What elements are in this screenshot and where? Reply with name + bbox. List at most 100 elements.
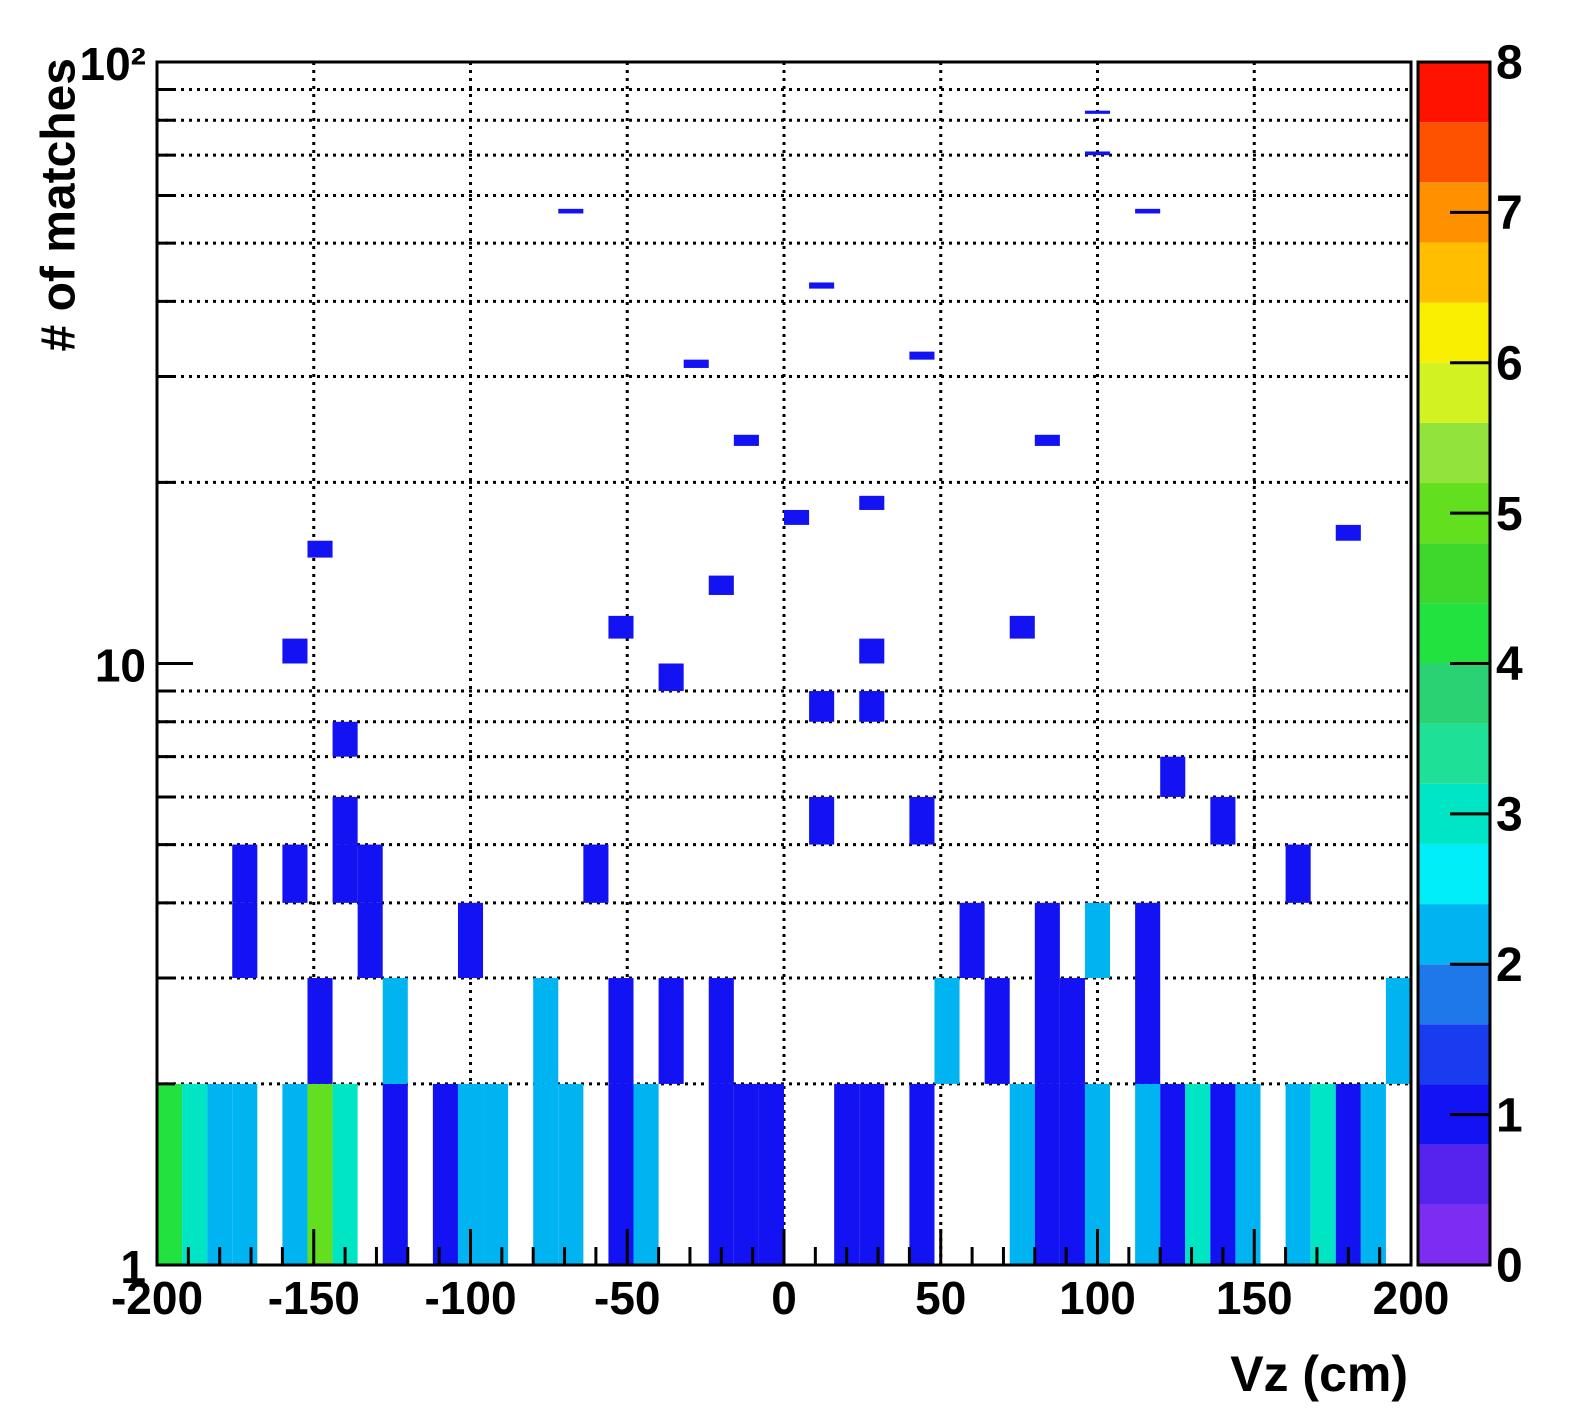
colorbar-swatch bbox=[1418, 723, 1490, 784]
cell bbox=[733, 434, 759, 446]
cell bbox=[558, 1083, 584, 1265]
cell bbox=[859, 638, 885, 664]
cell bbox=[307, 1083, 333, 1265]
cell bbox=[1210, 1083, 1236, 1265]
cell bbox=[232, 844, 258, 903]
cell bbox=[533, 978, 559, 1084]
cell bbox=[859, 691, 885, 722]
cell bbox=[1235, 1083, 1261, 1265]
cell bbox=[758, 1083, 784, 1265]
cell bbox=[708, 978, 734, 1084]
cell bbox=[232, 1083, 258, 1265]
cell bbox=[608, 615, 634, 639]
cell bbox=[1285, 1083, 1311, 1265]
cell bbox=[1084, 902, 1111, 979]
cell bbox=[182, 1083, 208, 1265]
cell bbox=[282, 638, 308, 664]
colorbar-swatch bbox=[1418, 603, 1490, 664]
colorbar-swatch bbox=[1418, 904, 1490, 965]
cell bbox=[282, 1083, 308, 1265]
cell bbox=[1059, 1083, 1085, 1265]
cell bbox=[809, 796, 835, 845]
cell bbox=[1084, 110, 1111, 114]
cell bbox=[1034, 902, 1060, 979]
cell bbox=[558, 208, 584, 214]
cell bbox=[909, 351, 935, 360]
colorbar-tick-label: 2 bbox=[1496, 939, 1523, 992]
colorbar-swatch bbox=[1418, 1144, 1490, 1205]
cell bbox=[959, 902, 985, 979]
colorbar-swatch bbox=[1418, 1024, 1490, 1085]
colorbar-swatch bbox=[1418, 1204, 1490, 1265]
cell bbox=[1084, 151, 1111, 156]
cell bbox=[658, 663, 684, 692]
cell bbox=[1034, 434, 1060, 446]
cell bbox=[1034, 978, 1060, 1084]
colorbar-swatch bbox=[1418, 362, 1490, 423]
cell bbox=[658, 978, 684, 1084]
cell bbox=[382, 1083, 408, 1265]
colorbar-swatch bbox=[1418, 122, 1490, 183]
x-tick-label: 200 bbox=[1373, 1272, 1450, 1324]
cell bbox=[1360, 1083, 1386, 1265]
cell bbox=[1185, 1083, 1211, 1265]
cell bbox=[1059, 978, 1085, 1084]
colorbar-swatch bbox=[1418, 964, 1490, 1025]
cell bbox=[1335, 1083, 1361, 1265]
cell bbox=[1135, 208, 1161, 214]
colorbar-swatch bbox=[1418, 62, 1490, 123]
cell bbox=[708, 1083, 734, 1265]
colorbar-tick-label: 6 bbox=[1496, 337, 1523, 390]
x-tick-label: 0 bbox=[771, 1272, 797, 1324]
x-tick-label: 150 bbox=[1216, 1272, 1293, 1324]
cell bbox=[1009, 1083, 1035, 1265]
y-tick-label: 10² bbox=[80, 38, 146, 90]
cell bbox=[1385, 978, 1411, 1084]
cell bbox=[282, 844, 308, 903]
colorbar-tick-label: 8 bbox=[1496, 37, 1523, 90]
cell bbox=[1135, 978, 1161, 1084]
cell bbox=[809, 691, 835, 722]
cell bbox=[332, 721, 358, 757]
colorbar-swatch bbox=[1418, 422, 1490, 484]
cell bbox=[1135, 1083, 1161, 1265]
colorbar-tick-label: 4 bbox=[1496, 638, 1523, 691]
cell bbox=[1009, 615, 1035, 639]
y-tick-label: 10 bbox=[95, 640, 146, 692]
axis-layer: -200 -150 -100 -50 0 50 100 150 200 1 10 10² 0 1 2 3 4 5 6… bbox=[80, 37, 1523, 1324]
cell bbox=[583, 844, 609, 903]
x-tick-label: 50 bbox=[915, 1272, 966, 1324]
colorbar-swatch bbox=[1418, 663, 1490, 724]
cell bbox=[232, 902, 258, 979]
x-axis-title: Vz (cm) bbox=[1230, 1346, 1408, 1402]
cell bbox=[984, 978, 1010, 1084]
cell bbox=[1160, 756, 1186, 797]
cell bbox=[909, 796, 935, 845]
x-tick-label: -100 bbox=[424, 1272, 516, 1324]
x-tick-label: -50 bbox=[594, 1272, 660, 1324]
cell bbox=[457, 902, 484, 979]
cell bbox=[332, 1083, 358, 1265]
cell bbox=[733, 1083, 759, 1265]
cell bbox=[157, 1083, 183, 1265]
colorbar-swatch bbox=[1418, 302, 1490, 363]
cell bbox=[483, 1083, 509, 1265]
cell bbox=[909, 1083, 935, 1265]
plot-frame bbox=[155, 60, 1413, 1267]
colorbar-tick-label: 1 bbox=[1496, 1089, 1523, 1142]
colorbar-tick-label: 5 bbox=[1496, 488, 1523, 541]
cell bbox=[1135, 902, 1161, 979]
cell bbox=[608, 978, 634, 1084]
cell bbox=[357, 844, 383, 903]
y-axis-title: # of matches bbox=[33, 58, 86, 351]
colorbar-tick-label: 0 bbox=[1496, 1240, 1523, 1293]
cell bbox=[1285, 844, 1311, 903]
cell bbox=[608, 1083, 634, 1265]
cell bbox=[1034, 1083, 1060, 1265]
colorbar-swatch bbox=[1418, 242, 1490, 303]
y-tick-label: 1 bbox=[120, 1241, 146, 1293]
cell bbox=[809, 282, 835, 289]
cell bbox=[683, 359, 709, 368]
cell bbox=[934, 978, 960, 1084]
